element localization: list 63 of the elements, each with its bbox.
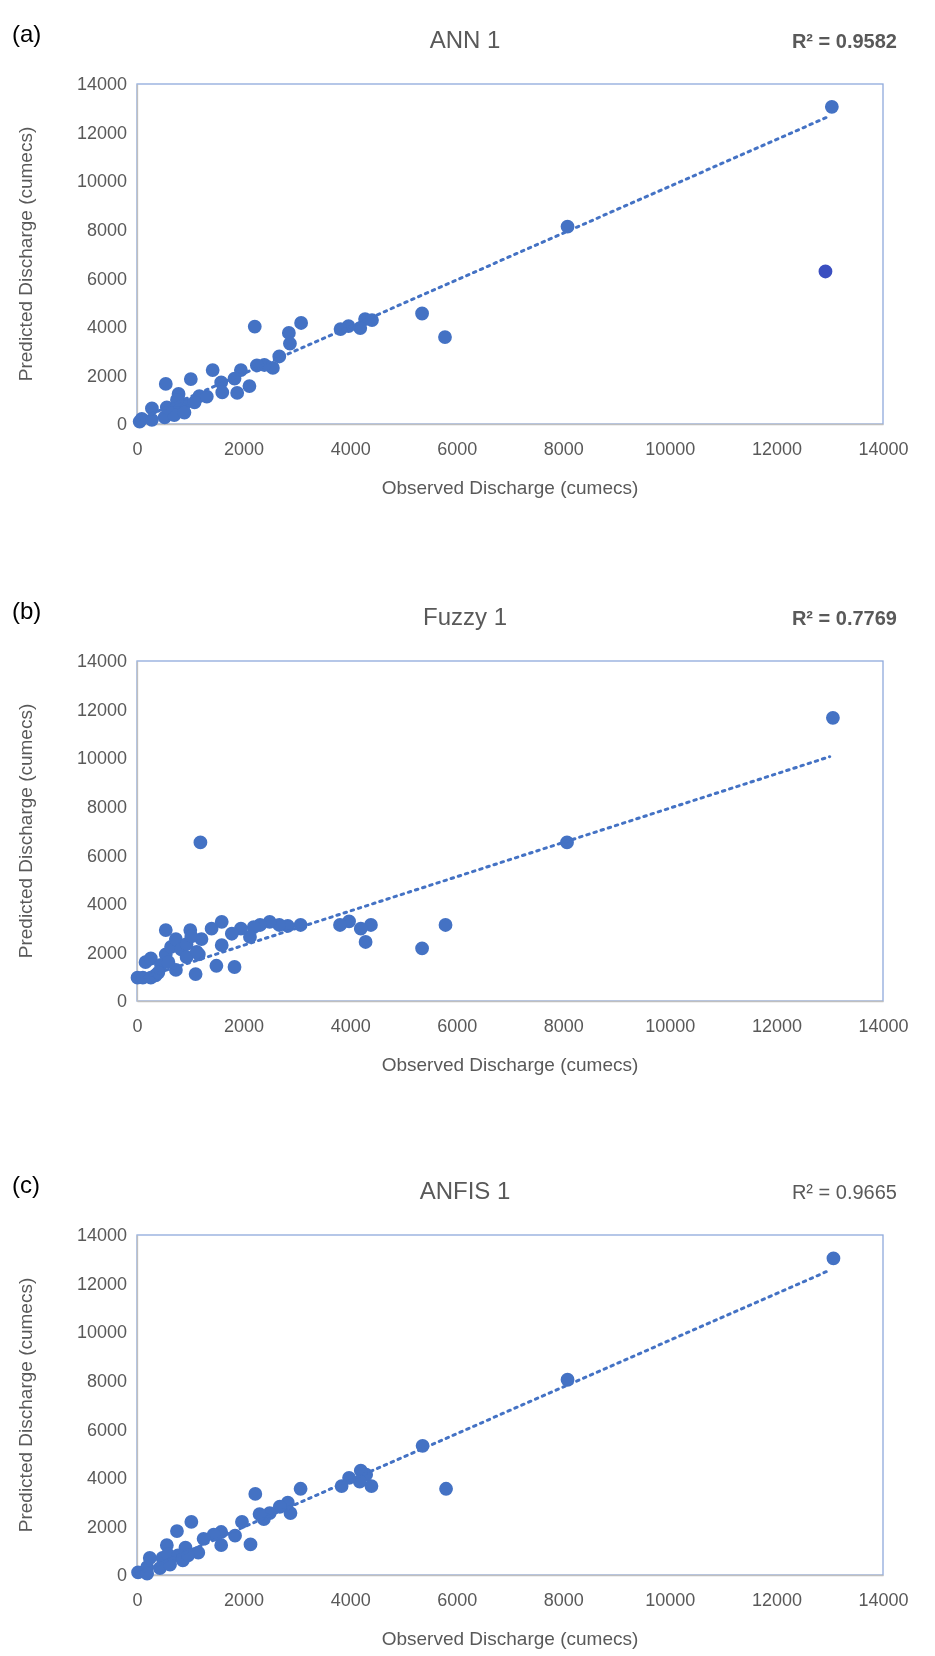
x-tick-label: 12000 — [751, 1015, 802, 1036]
x-tick-label: 12000 — [751, 438, 802, 459]
x-tick-label: 14000 — [858, 1015, 909, 1036]
y-tick-label: 2000 — [86, 365, 127, 386]
x-tick-label: 0 — [132, 1015, 143, 1036]
x-tick-label: 10000 — [645, 1015, 696, 1036]
x-tick-label: 4000 — [330, 1015, 371, 1036]
x-tick-label: 8000 — [543, 438, 584, 459]
y-tick-label: 12000 — [76, 1273, 127, 1294]
text: R² = 0.9665 — [791, 1181, 897, 1203]
x-axis-title: Observed Discharge (cumecs) — [381, 1054, 639, 1075]
x-tick-label: 2000 — [224, 1015, 265, 1036]
y-tick-label: 14000 — [76, 651, 127, 672]
x-tick-label: 2000 — [224, 1589, 265, 1610]
x-tick-label: 10000 — [645, 438, 696, 459]
x-tick-label: 12000 — [751, 1589, 802, 1610]
y-tick-label: 8000 — [86, 796, 127, 817]
text: (b) — [12, 597, 42, 624]
y-tick-label: 2000 — [86, 942, 127, 963]
text: (a) — [12, 20, 42, 47]
x-tick-label: 14000 — [858, 438, 909, 459]
y-tick-label: 6000 — [86, 845, 127, 866]
y-tick-label: 12000 — [76, 699, 127, 720]
y-tick-label: 4000 — [86, 317, 127, 338]
x-tick-label: 6000 — [437, 1589, 478, 1610]
x-tick-label: 2000 — [224, 438, 265, 459]
text: R² = 0.7769 — [791, 607, 897, 629]
y-axis-title: Predicted Discharge (cumecs) — [15, 703, 36, 959]
y-tick-label: 4000 — [86, 894, 127, 915]
x-tick-label: 0 — [132, 1589, 143, 1610]
y-tick-label: 2000 — [86, 1516, 127, 1537]
x-tick-label: 6000 — [437, 1015, 478, 1036]
x-tick-label: 10000 — [645, 1589, 696, 1610]
x-tick-label: 0 — [132, 438, 143, 459]
y-tick-label: 12000 — [76, 122, 127, 143]
x-tick-label: 6000 — [437, 438, 478, 459]
y-tick-label: 4000 — [86, 1468, 127, 1489]
y-tick-label: 14000 — [76, 74, 127, 95]
x-tick-label: 8000 — [543, 1589, 584, 1610]
y-tick-label: 6000 — [86, 1419, 127, 1440]
chart-title: ANN 1 — [429, 26, 501, 53]
y-tick-label: 0 — [116, 991, 127, 1012]
y-tick-label: 10000 — [76, 171, 127, 192]
y-tick-label: 14000 — [76, 1225, 127, 1246]
y-tick-label: 6000 — [86, 268, 127, 289]
y-tick-label: 10000 — [76, 1322, 127, 1343]
y-tick-label: 8000 — [86, 1370, 127, 1391]
y-tick-label: 10000 — [76, 748, 127, 769]
chart-title: Fuzzy 1 — [422, 603, 508, 630]
x-tick-label: 14000 — [858, 1589, 909, 1610]
y-tick-label: 0 — [116, 414, 127, 435]
text: R² = 0.9582 — [791, 30, 897, 52]
y-axis-title: Predicted Discharge (cumecs) — [15, 1277, 36, 1533]
text: (c) — [12, 1171, 40, 1198]
x-axis-title: Observed Discharge (cumecs) — [381, 477, 639, 498]
chart-title: ANFIS 1 — [419, 1177, 511, 1204]
x-tick-label: 4000 — [330, 1589, 371, 1610]
y-tick-label: 0 — [116, 1565, 127, 1586]
x-tick-label: 4000 — [330, 438, 371, 459]
y-tick-label: 8000 — [86, 219, 127, 240]
x-axis-title: Observed Discharge (cumecs) — [381, 1628, 639, 1649]
y-axis-title: Predicted Discharge (cumecs) — [15, 126, 36, 382]
x-tick-label: 8000 — [543, 1015, 584, 1036]
